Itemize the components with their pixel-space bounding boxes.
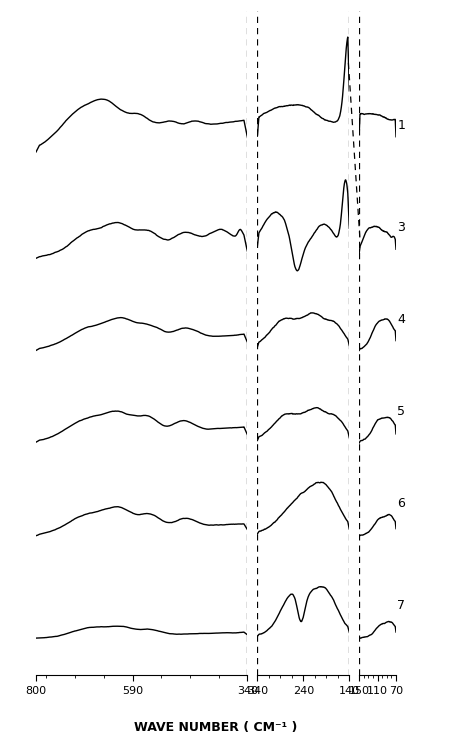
Text: 7: 7 [397, 599, 405, 612]
Text: 6: 6 [397, 498, 405, 510]
Text: 3: 3 [397, 221, 405, 233]
Text: 4: 4 [397, 313, 405, 326]
Text: WAVE NUMBER ( CM⁻¹ ): WAVE NUMBER ( CM⁻¹ ) [134, 721, 298, 734]
Text: 5: 5 [397, 405, 405, 418]
Text: 1: 1 [397, 119, 405, 132]
